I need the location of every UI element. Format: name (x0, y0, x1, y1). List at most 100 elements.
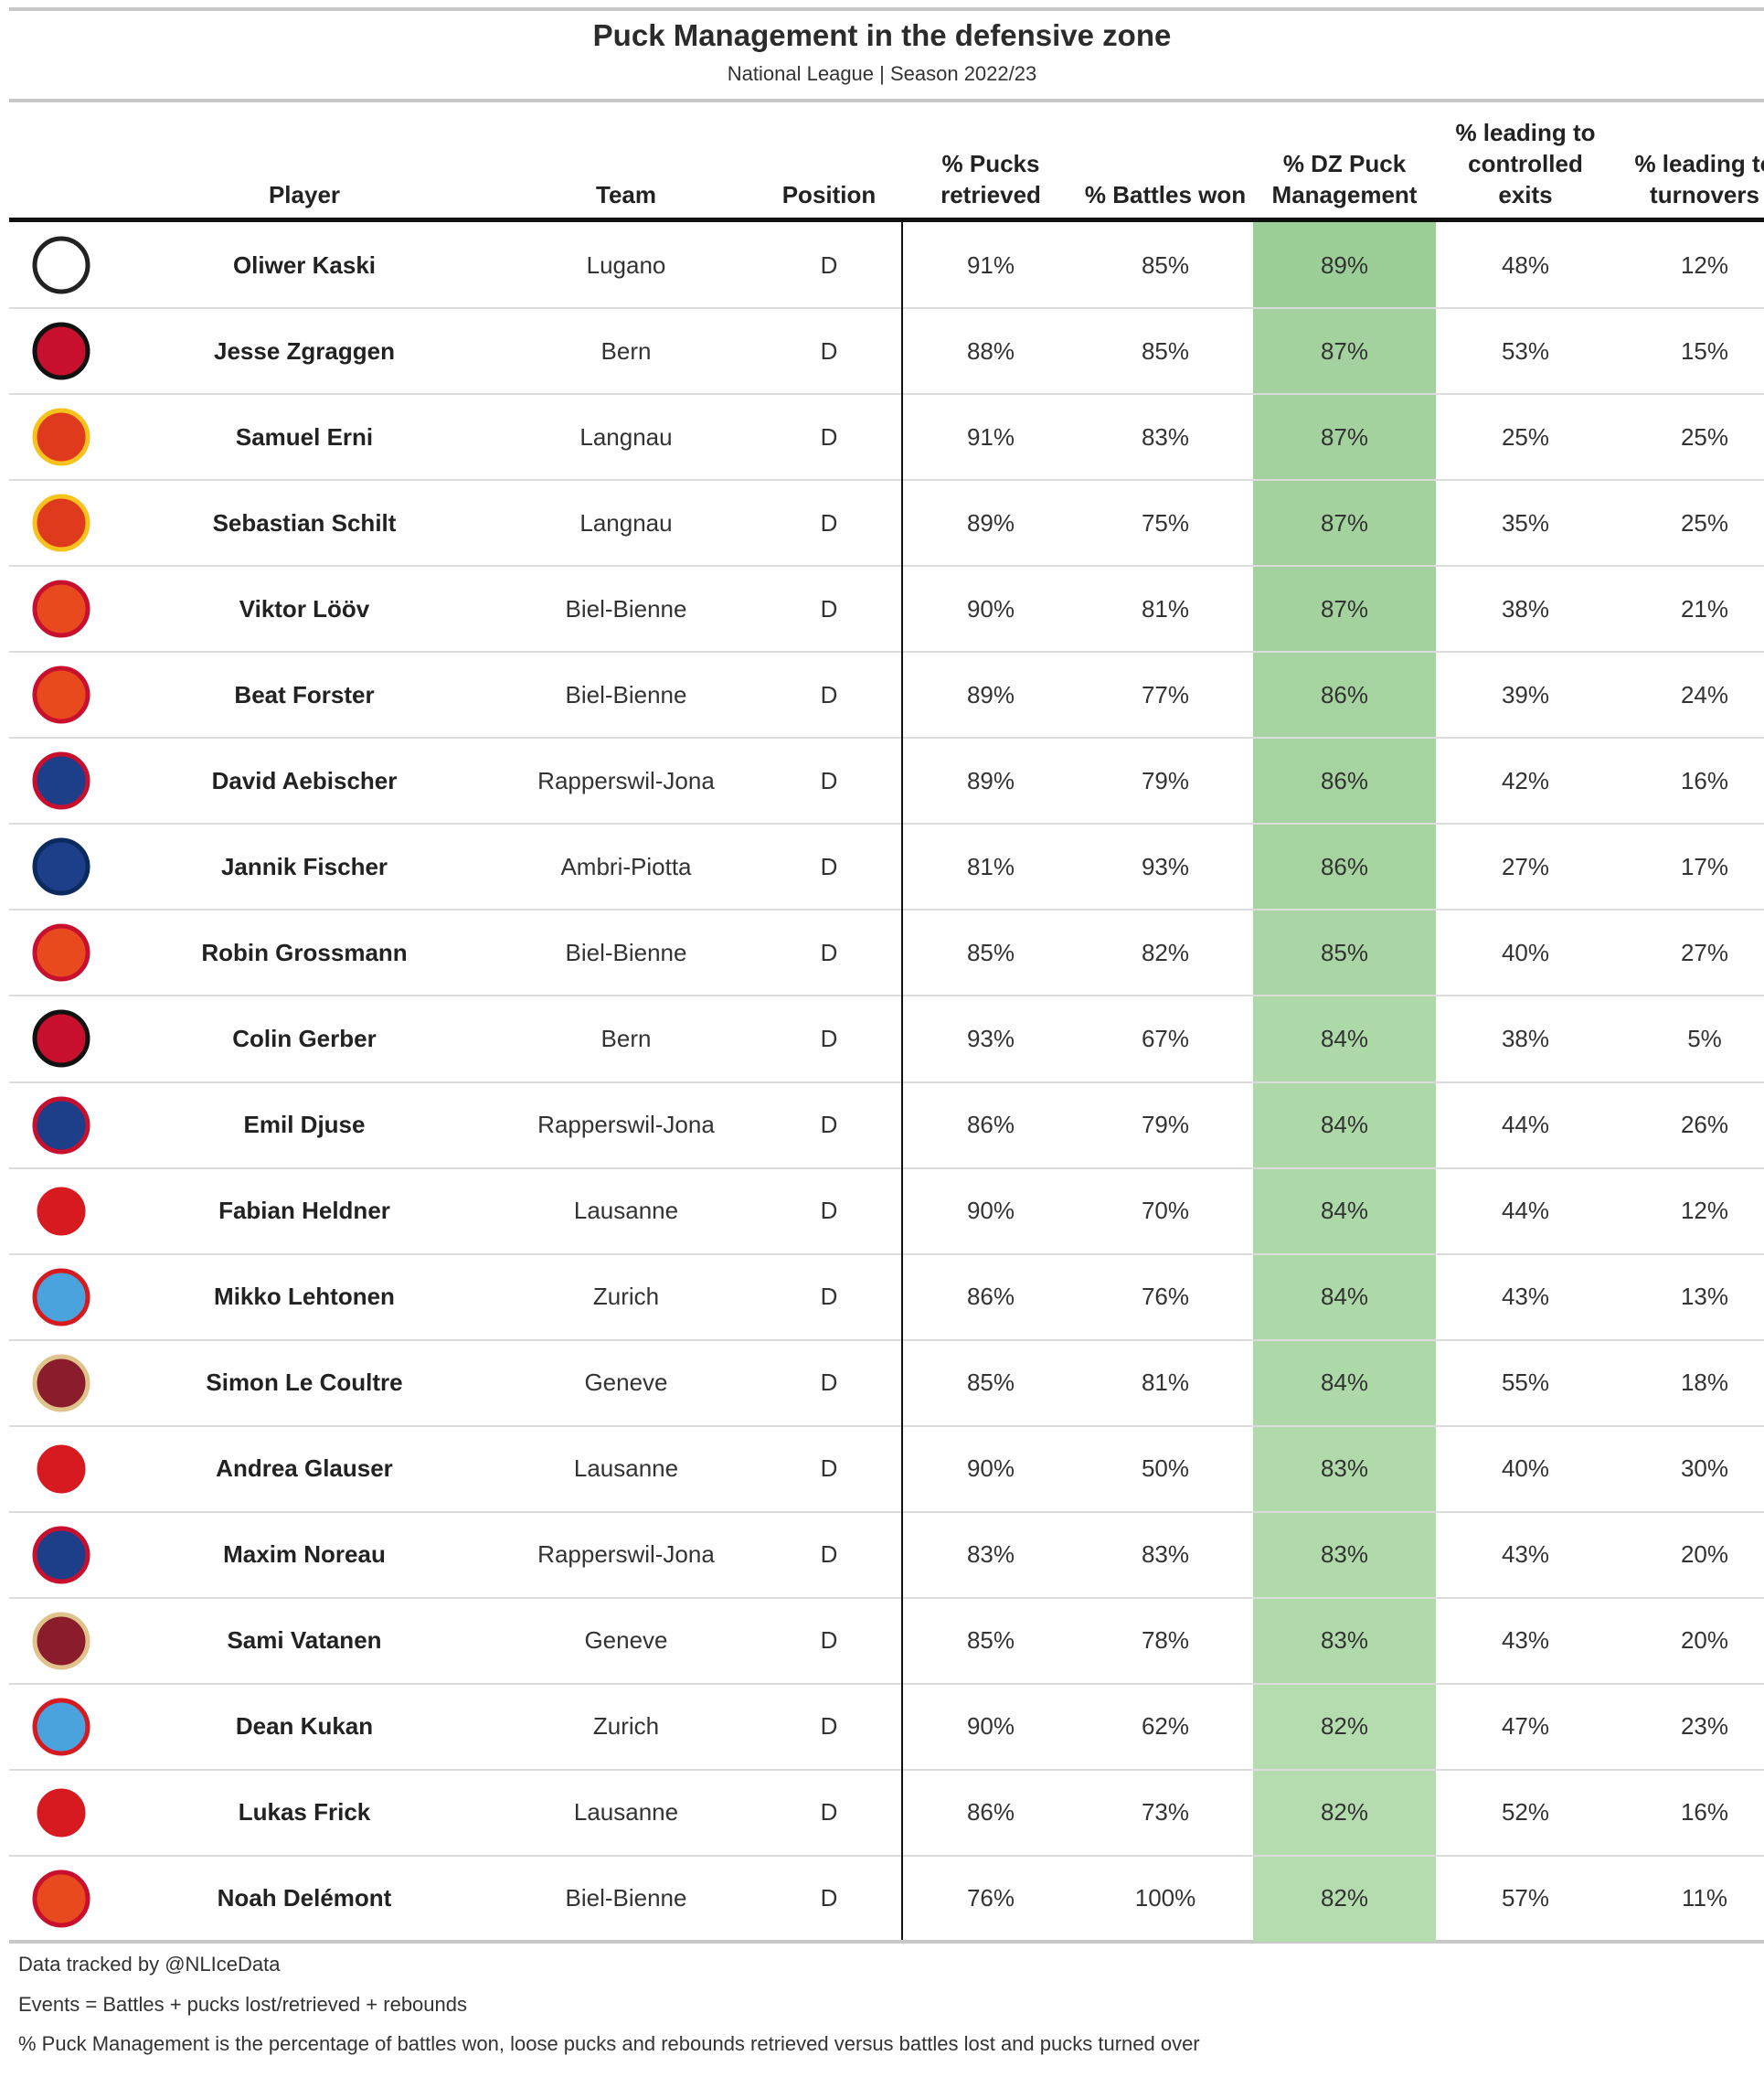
table-cell: 84% (1320, 1024, 1369, 1052)
table-cell: 87% (1320, 422, 1369, 451)
table-cell: D (820, 1626, 838, 1655)
table-cell: 55% (1501, 1369, 1550, 1397)
table-cell: 85% (966, 938, 1015, 966)
table-cell: 38% (1501, 594, 1550, 623)
column-header: % Pucks retrieved (940, 150, 1041, 208)
player-name: Samuel Erni (235, 422, 374, 451)
player-name: Noah Delémont (217, 1884, 392, 1912)
logo-shape (32, 666, 90, 724)
table-cell: Biel-Bienne (565, 594, 687, 623)
highlight-cell (1253, 394, 1436, 481)
table-cell: 43% (1501, 1540, 1550, 1569)
logo-shape (32, 923, 90, 982)
table-cell: Lausanne (573, 1798, 679, 1827)
row-divider (9, 909, 1764, 911)
table-cell: 12% (1680, 250, 1729, 279)
logo-shape (32, 580, 90, 638)
highlight-cell (1253, 566, 1436, 653)
table-cell: 20% (1680, 1540, 1729, 1569)
table-cell: 84% (1320, 1111, 1369, 1139)
table-cell: 40% (1501, 1454, 1550, 1483)
table-cell: 81% (966, 852, 1015, 880)
table-cell: D (820, 938, 838, 966)
table-cell: Rapperswil-Jona (537, 1111, 715, 1139)
highlight-cell (1253, 996, 1436, 1082)
table-cell: 57% (1501, 1884, 1550, 1912)
column-header: % DZ Puck Management (1271, 150, 1418, 208)
logo-shape (32, 751, 90, 810)
table-cell: 11% (1681, 1884, 1728, 1912)
footnote: % Puck Management is the percentage of b… (18, 2032, 1200, 2055)
table-cell: 78% (1141, 1626, 1190, 1655)
table-cell: 50% (1141, 1454, 1190, 1483)
highlight-cell (1253, 1769, 1436, 1856)
table-cell: 18% (1680, 1369, 1729, 1397)
table-cell: 16% (1680, 766, 1729, 794)
table-cell: 21% (1680, 594, 1729, 623)
column-divider (901, 222, 903, 1940)
player-name: Mikko Lehtonen (214, 1283, 395, 1311)
row-divider (9, 479, 1764, 482)
logo-shape (32, 1526, 90, 1584)
table-cell: 86% (966, 1283, 1015, 1311)
highlight-cell (1253, 1683, 1436, 1770)
table-cell: D (820, 422, 838, 451)
table-cell: D (820, 250, 838, 279)
header-underline (9, 218, 1764, 222)
table-cell: 85% (1141, 336, 1190, 365)
table-cell: 85% (1320, 938, 1369, 966)
table-cell: D (820, 1111, 838, 1139)
table-cell: 93% (966, 1024, 1015, 1052)
table-cell: 52% (1501, 1798, 1550, 1827)
table-cell: 79% (1141, 1111, 1190, 1139)
highlight-cell (1253, 480, 1436, 567)
team-logo (32, 1009, 90, 1068)
table-cell: D (820, 680, 838, 708)
footnote: Events = Battles + pucks lost/retrieved … (18, 1992, 467, 2016)
table-cell: D (820, 766, 838, 794)
table-cell: 83% (1320, 1540, 1369, 1569)
table-cell: 75% (1141, 508, 1190, 537)
player-name: Lukas Frick (238, 1798, 371, 1827)
table-cell: 93% (1141, 852, 1190, 880)
player-name: Colin Gerber (232, 1024, 377, 1052)
player-name: Emil Djuse (243, 1111, 366, 1139)
logo-shape (32, 1612, 90, 1670)
team-logo (32, 580, 90, 638)
table-cell: 87% (1320, 508, 1369, 537)
table-cell: 87% (1320, 336, 1369, 365)
table-cell: Lausanne (573, 1454, 679, 1483)
column-header: % Battles won (1084, 181, 1247, 208)
table-cell: Biel-Bienne (565, 938, 687, 966)
player-name: Sami Vatanen (227, 1626, 382, 1655)
table-cell: 73% (1141, 1798, 1190, 1827)
table-cell: Zurich (592, 1712, 660, 1741)
table-cell: 27% (1680, 938, 1729, 966)
table-cell: 12% (1680, 1197, 1729, 1225)
table-cell: 87% (1320, 594, 1369, 623)
table-cell: Geneve (584, 1626, 668, 1655)
column-header: % leading to turnovers (1634, 150, 1764, 208)
table-cell: Geneve (584, 1369, 668, 1397)
highlight-cell (1253, 1511, 1436, 1598)
table-cell: 81% (1141, 1369, 1190, 1397)
player-name: Maxim Noreau (223, 1540, 386, 1569)
highlight-cell (1253, 1167, 1436, 1254)
row-divider (9, 393, 1764, 396)
logo-shape (32, 1869, 90, 1928)
table-cell: Ambri-Piotta (560, 852, 692, 880)
logo-shape (32, 837, 90, 896)
table-cell: 83% (966, 1540, 1015, 1569)
logo-shape (32, 322, 90, 380)
top-rule (9, 7, 1764, 11)
column-header: % leading to controlled exits (1455, 119, 1596, 208)
highlight-cell (1253, 1339, 1436, 1426)
table-cell: 39% (1501, 680, 1550, 708)
logo-shape (32, 1009, 90, 1068)
table-cell: 20% (1680, 1626, 1729, 1655)
row-divider (9, 1338, 1764, 1341)
table-cell: 85% (966, 1369, 1015, 1397)
highlight-cell (1253, 1253, 1436, 1340)
logo-shape (32, 1096, 90, 1154)
